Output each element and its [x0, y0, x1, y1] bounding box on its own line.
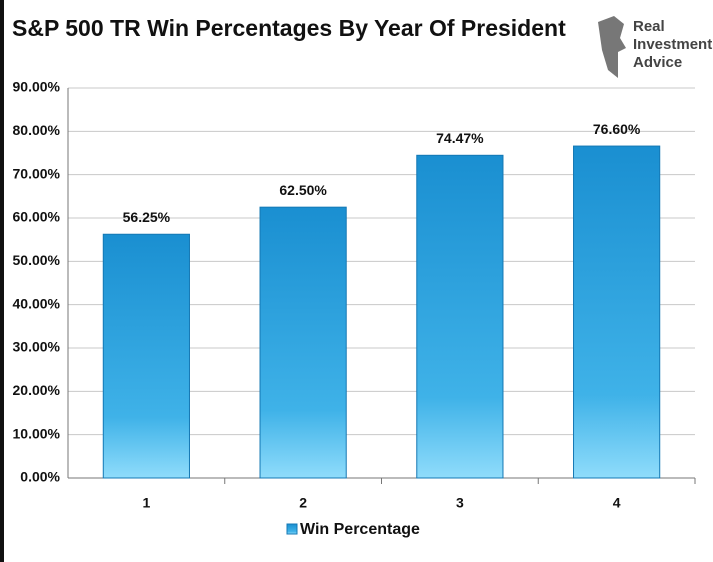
logo-text: Real — [633, 18, 665, 35]
y-tick-label: 40.00% — [13, 295, 61, 311]
y-tick-label: 90.00% — [13, 79, 61, 95]
logo-text: Advice — [633, 54, 682, 71]
y-tick-label: 30.00% — [13, 339, 61, 355]
x-tick-label: 4 — [613, 495, 621, 511]
bar — [416, 154, 504, 479]
y-tick-label: 0.00% — [20, 469, 60, 485]
x-tick-label: 1 — [142, 495, 150, 511]
data-label: 62.50% — [279, 182, 327, 198]
legend-label: Win Percentage — [300, 521, 420, 538]
bar — [573, 145, 661, 479]
data-label: 56.25% — [123, 209, 171, 225]
logo-icon — [598, 16, 626, 78]
chart-title: S&P 500 TR Win Percentages By Year Of Pr… — [12, 15, 566, 41]
y-tick-label: 10.00% — [13, 425, 61, 441]
y-tick-label: 70.00% — [13, 165, 61, 181]
edge — [0, 0, 4, 562]
legend-swatch — [286, 523, 298, 535]
x-tick-label: 3 — [456, 495, 464, 511]
data-label: 74.47% — [436, 130, 484, 146]
y-tick-label: 20.00% — [13, 382, 61, 398]
bar — [259, 206, 347, 479]
y-tick-label: 50.00% — [13, 252, 61, 268]
logo-text: Investment — [633, 36, 712, 53]
y-tick-label: 60.00% — [13, 209, 61, 225]
x-tick-label: 2 — [299, 495, 307, 511]
data-label: 76.60% — [593, 121, 641, 137]
bar — [102, 233, 190, 479]
y-tick-label: 80.00% — [13, 122, 61, 138]
